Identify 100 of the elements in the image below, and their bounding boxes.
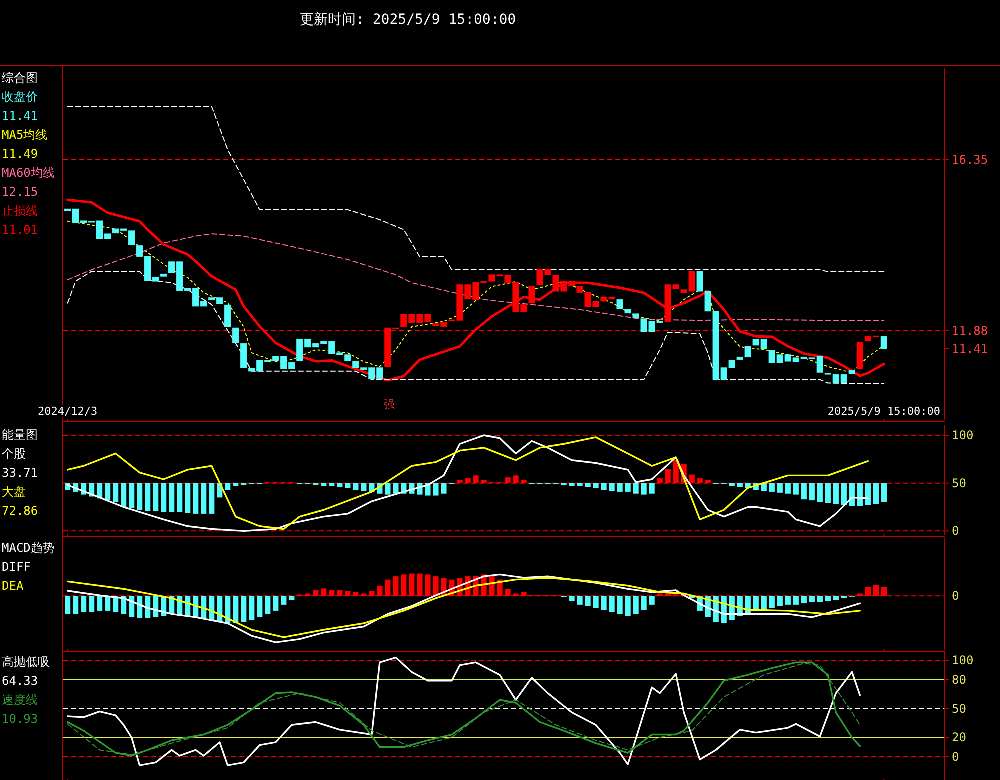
- bar: [609, 596, 615, 612]
- text: 11.41: [2, 109, 38, 123]
- bar: [593, 596, 599, 608]
- bar: [833, 596, 839, 600]
- bar: [225, 483, 231, 490]
- bar: [353, 483, 359, 490]
- bar: [761, 596, 767, 610]
- bar: [337, 483, 343, 488]
- text: 11.01: [2, 223, 38, 237]
- bar: [585, 483, 591, 488]
- bar: [769, 596, 775, 608]
- candlestick: [224, 304, 232, 328]
- line-series: [67, 106, 885, 272]
- text: 速度线: [2, 693, 38, 707]
- text: 收盘价: [2, 90, 38, 104]
- y-tick-label: 50: [952, 476, 966, 490]
- annotation: 强: [384, 398, 395, 411]
- bar: [193, 483, 199, 514]
- text: 大盘: [2, 485, 26, 499]
- bar: [73, 596, 79, 614]
- bar: [809, 483, 815, 501]
- y-tick-label: 100: [952, 428, 974, 443]
- bar: [289, 596, 295, 600]
- bar: [649, 483, 655, 494]
- text: 止损线: [2, 204, 38, 218]
- bar: [385, 483, 391, 495]
- bar: [777, 596, 783, 606]
- bar: [641, 483, 647, 495]
- chart-title: 综合图: [2, 71, 38, 85]
- bar: [817, 483, 823, 502]
- bar: [593, 483, 599, 488]
- chart-title: MACD趋势: [2, 541, 55, 555]
- bar: [601, 596, 607, 610]
- y-tick-label: 11.41: [952, 342, 988, 356]
- bar: [633, 483, 639, 494]
- bar: [241, 596, 247, 622]
- bar: [569, 483, 575, 486]
- bar: [817, 596, 823, 602]
- bar: [145, 596, 151, 618]
- bar: [577, 483, 583, 486]
- bar: [121, 483, 127, 508]
- bar: [793, 596, 799, 605]
- bar: [641, 596, 647, 610]
- bar: [825, 596, 831, 602]
- bar: [865, 483, 871, 506]
- bar: [89, 596, 95, 612]
- bar: [569, 596, 575, 602]
- candlestick: [528, 286, 536, 304]
- text: DIFF: [2, 560, 31, 574]
- text: DEA: [2, 579, 24, 593]
- bar: [601, 483, 607, 490]
- bar: [97, 596, 103, 611]
- bar: [857, 483, 863, 506]
- bar: [257, 596, 263, 618]
- text: 11.49: [2, 147, 38, 161]
- bar: [137, 596, 143, 618]
- text: MA60均线: [2, 166, 55, 180]
- bar: [801, 596, 807, 604]
- bar: [81, 596, 87, 612]
- text: 个股: [2, 447, 26, 461]
- text: 10.93: [2, 712, 38, 726]
- y-tick-label: 11.88: [952, 324, 988, 338]
- bar: [273, 596, 279, 611]
- bar: [209, 483, 215, 514]
- bar: [833, 483, 839, 504]
- bar: [249, 596, 255, 620]
- bar: [345, 483, 351, 488]
- bar: [129, 596, 135, 618]
- bar: [769, 483, 775, 492]
- bar: [393, 483, 399, 494]
- bar: [793, 483, 799, 495]
- bar: [873, 483, 879, 504]
- chart-title: 能量图: [2, 428, 38, 442]
- text: 72.86: [2, 504, 38, 518]
- bar: [281, 596, 287, 605]
- y-tick-label: 100: [952, 654, 974, 668]
- text: 33.71: [2, 466, 38, 480]
- bar: [609, 483, 615, 491]
- bar: [145, 483, 151, 512]
- text: 64.33: [2, 674, 38, 688]
- bar: [881, 483, 887, 502]
- y-tick-label: 0: [952, 524, 960, 538]
- bar: [441, 483, 447, 494]
- bar: [649, 596, 655, 605]
- bar: [265, 596, 271, 614]
- x-tick-label: 2025/5/9 15:00:00: [828, 405, 940, 418]
- bar: [201, 483, 207, 514]
- bar: [169, 483, 175, 512]
- bar: [625, 596, 631, 616]
- bar: [105, 596, 111, 611]
- chart-subtitle: 更新时间: 2025/5/9 15:00:00: [300, 12, 516, 28]
- candlestick: [232, 328, 240, 344]
- y-tick-label: 80: [952, 672, 966, 687]
- bar: [113, 483, 119, 502]
- y-tick-label: 16.35: [952, 152, 988, 167]
- bar: [785, 483, 791, 494]
- candlestick: [616, 299, 624, 310]
- text: 12.15: [2, 185, 38, 199]
- bar: [801, 483, 807, 500]
- bar: [617, 596, 623, 614]
